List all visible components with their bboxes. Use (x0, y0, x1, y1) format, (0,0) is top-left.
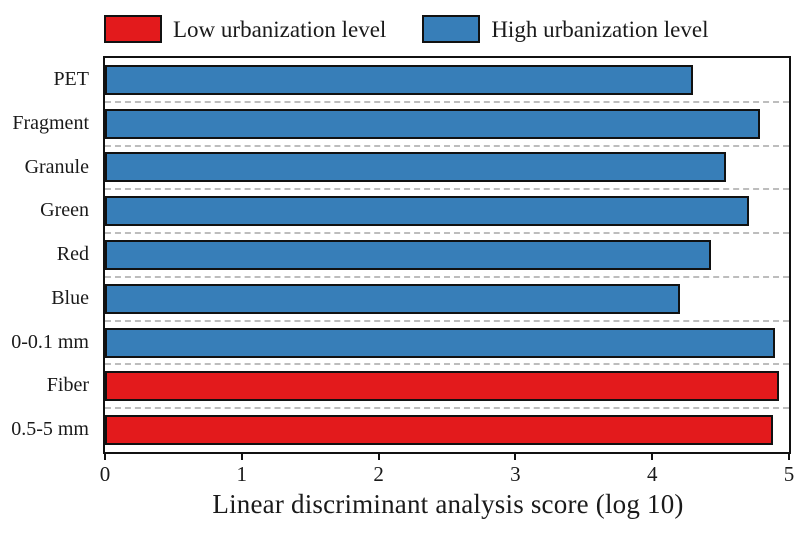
y-axis-label-0-0-1-mm: 0-0.1 mm (11, 330, 89, 353)
x-tick-label-1: 1 (236, 462, 248, 486)
gridline (105, 144, 789, 147)
legend-item-low-urbanization: Low urbanization level (104, 15, 386, 43)
bar-green (105, 196, 750, 227)
bar-0-5-5-mm (105, 415, 773, 446)
gridline (105, 407, 789, 410)
legend-swatch-blue (422, 15, 481, 43)
y-axis-label-0-5-5-mm: 0.5-5 mm (11, 418, 89, 441)
x-tick-label-2: 2 (373, 462, 384, 486)
x-tick-mark-5 (788, 452, 790, 460)
legend-label-high-urbanization: High urbanization level (491, 16, 709, 42)
bar-fragment (105, 108, 761, 139)
legend-swatch-red (104, 15, 162, 43)
y-axis-label-fiber: Fiber (46, 374, 89, 397)
bar-blue (105, 283, 680, 314)
x-tick-mark-0 (104, 452, 106, 460)
x-tick-label-5: 5 (783, 462, 795, 486)
bar-granule (105, 152, 727, 183)
gridline (105, 232, 789, 235)
gridline (105, 188, 789, 191)
bar-red (105, 240, 712, 270)
gridline (105, 319, 789, 322)
bar-fiber (105, 371, 780, 402)
bar-0-0-1-mm (105, 327, 776, 358)
gridline (105, 100, 789, 103)
chart-legend: Low urbanization level High urbanization… (104, 12, 708, 46)
plot-area (103, 56, 791, 454)
x-tick-mark-2 (377, 452, 380, 460)
legend-item-high-urbanization: High urbanization level (422, 15, 708, 43)
y-axis-label-green: Green (40, 199, 89, 222)
x-axis-title: Linear discriminant analysis score (log … (212, 489, 684, 519)
legend-label-low-urbanization: Low urbanization level (173, 16, 387, 42)
bar-pet (105, 64, 694, 95)
x-tick-mark-3 (514, 452, 517, 460)
x-tick-label-3: 3 (510, 462, 521, 486)
y-axis-label-blue: Blue (51, 286, 89, 309)
x-tick-label-4: 4 (646, 462, 658, 486)
gridline (105, 363, 789, 366)
y-axis-label-red: Red (56, 243, 89, 266)
y-axis-label-granule: Granule (24, 155, 89, 178)
gridline (105, 275, 789, 278)
y-axis-label-pet: PET (53, 68, 89, 90)
x-tick-mark-4 (651, 452, 654, 460)
x-tick-mark-1 (240, 452, 243, 460)
y-axis-label-fragment: Fragment (12, 111, 89, 134)
y-axis-category-labels: PET Fragment Granule Green Red Blue 0-0.1 mm Fi… (0, 58, 96, 452)
x-tick-label-0: 0 (99, 462, 111, 486)
